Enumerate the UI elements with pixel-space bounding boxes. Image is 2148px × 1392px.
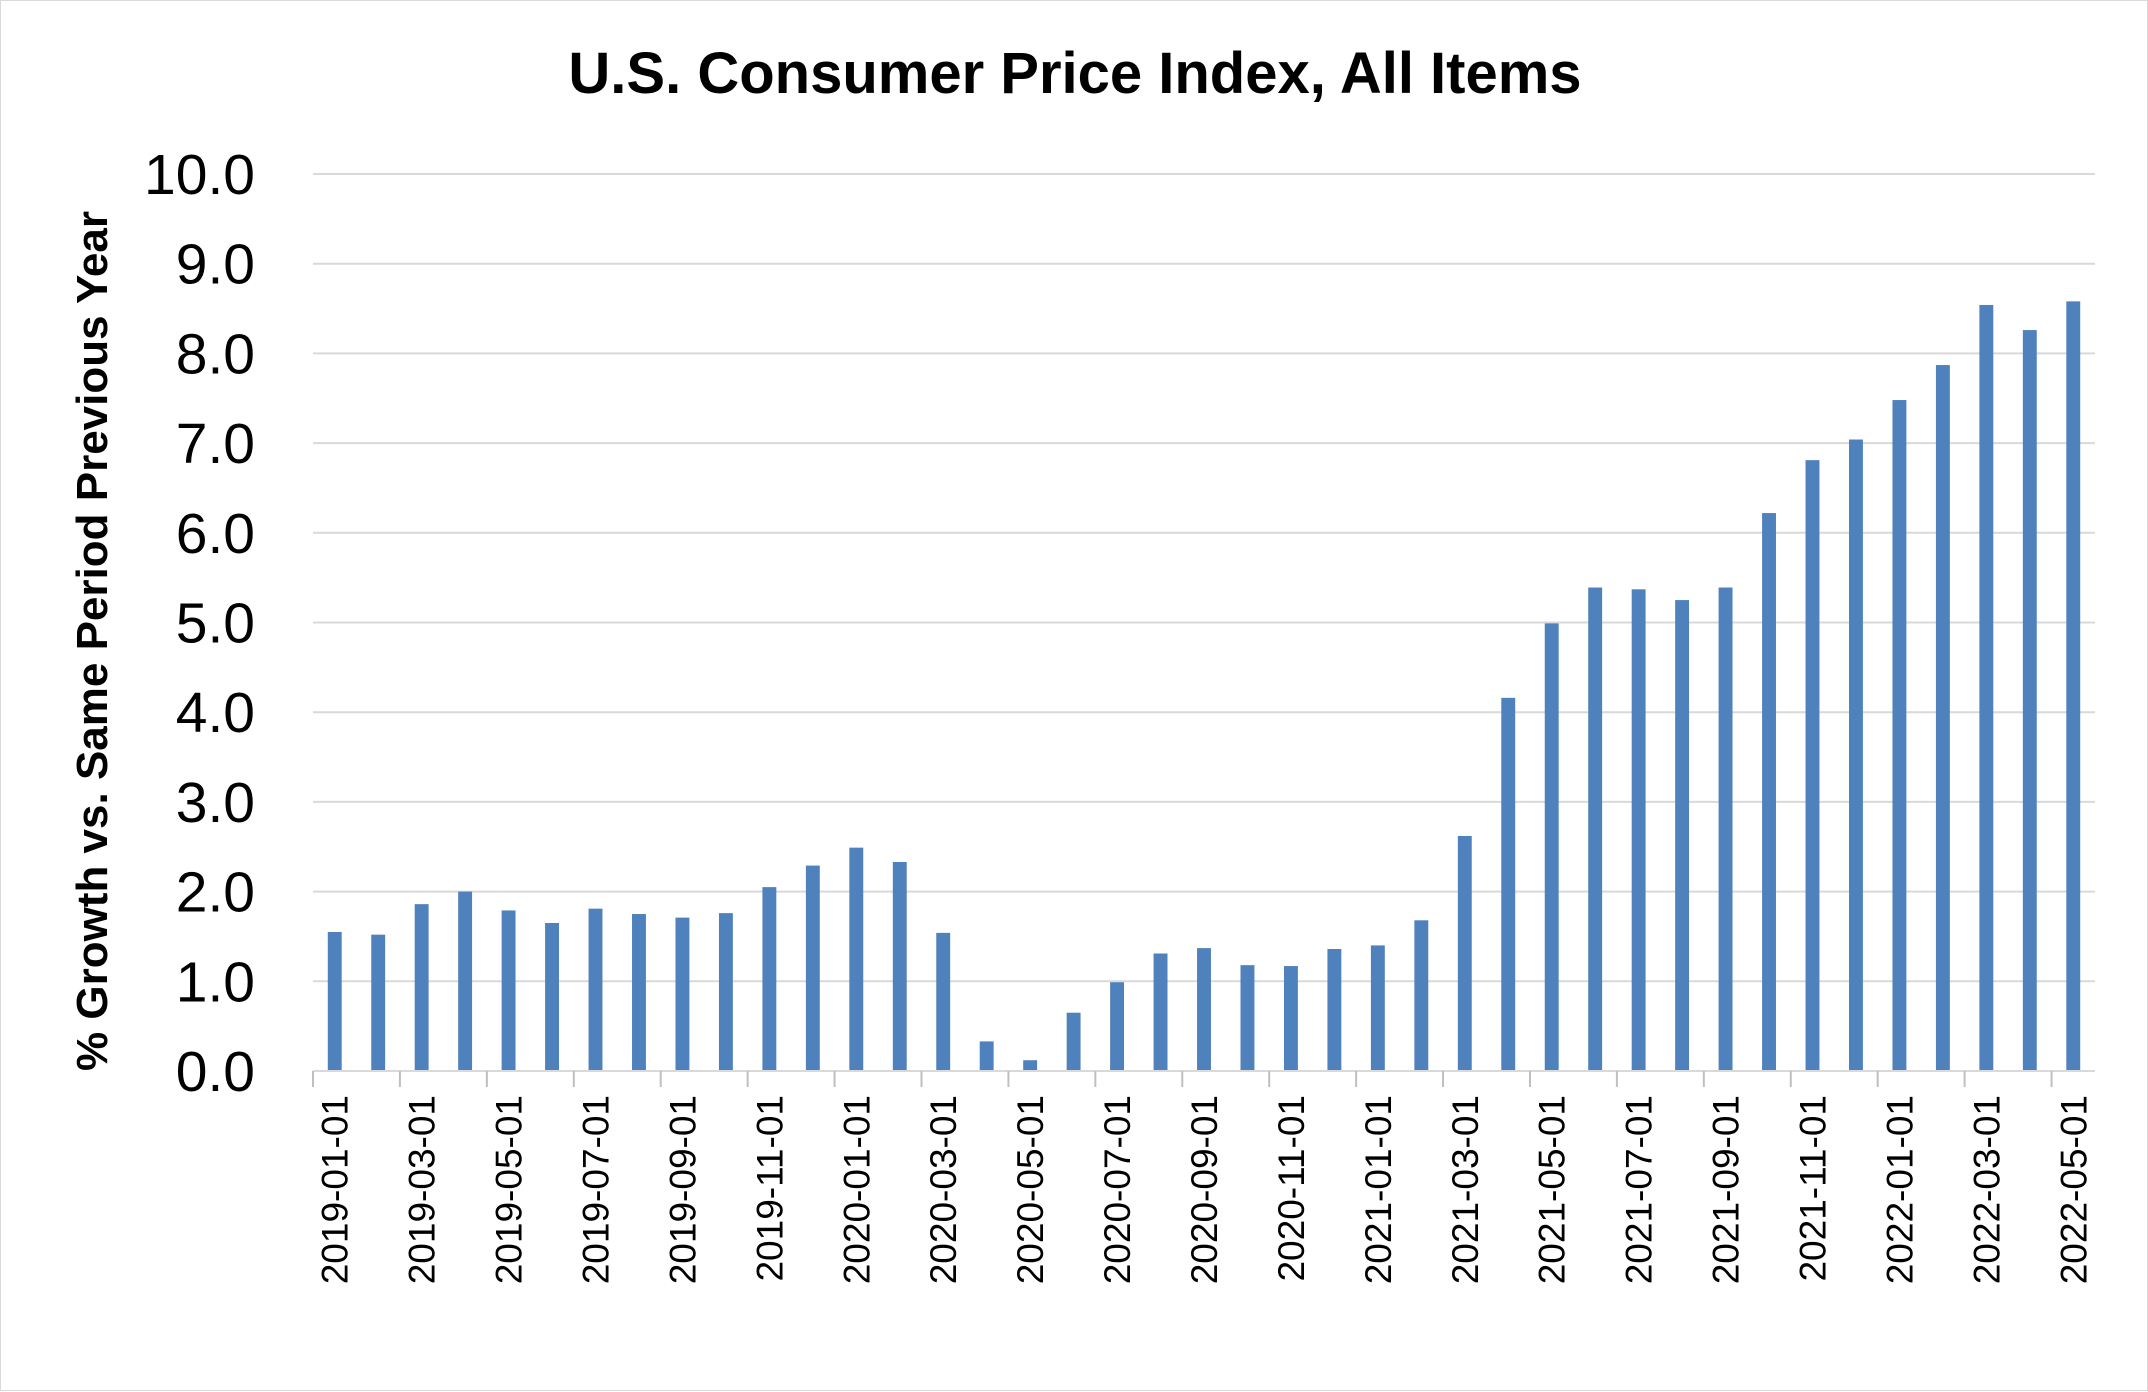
bar	[1979, 304, 1994, 1071]
bar	[371, 934, 386, 1071]
x-tick-label: 2019-03-01	[402, 1095, 443, 1284]
bar	[762, 887, 777, 1071]
x-tick-label: 2021-05-01	[1532, 1095, 1573, 1284]
x-tick-label: 2019-09-01	[662, 1095, 703, 1284]
x-tick-label: 2022-05-01	[2053, 1095, 2094, 1284]
x-axis	[312, 1070, 2095, 1087]
bar	[1762, 513, 1776, 1071]
bar	[1023, 1060, 1038, 1071]
bar	[1327, 949, 1342, 1071]
bar	[1544, 623, 1559, 1071]
bar	[1414, 920, 1429, 1071]
y-tick-label: 3.0	[176, 771, 255, 835]
y-tick-label: 10.0	[144, 143, 255, 207]
bar	[1631, 589, 1646, 1071]
x-tick-label: 2021-09-01	[1706, 1095, 1747, 1284]
bar	[327, 931, 342, 1071]
bar	[1457, 835, 1472, 1071]
bar	[1240, 965, 1255, 1071]
y-tick-label: 5.0	[176, 592, 255, 656]
bar	[2066, 301, 2081, 1071]
bar	[588, 908, 603, 1071]
bar	[892, 861, 907, 1071]
bar	[675, 917, 690, 1071]
bar	[501, 910, 516, 1071]
y-tick-label: 0.0	[176, 1040, 255, 1104]
x-tick-label: 2021-11-01	[1792, 1095, 1833, 1282]
x-tick-label: 2020-11-01	[1271, 1095, 1312, 1282]
bar	[632, 914, 646, 1071]
x-tick-label: 2019-11-01	[749, 1095, 790, 1282]
x-tick-label: 2022-03-01	[1966, 1095, 2007, 1284]
x-tick-label: 2020-07-01	[1097, 1095, 1138, 1284]
y-tick-label: 9.0	[176, 233, 255, 297]
bar	[1153, 953, 1168, 1071]
bar	[1892, 400, 1907, 1071]
gridlines	[313, 173, 2095, 983]
y-tick-label: 7.0	[176, 412, 255, 476]
bar	[414, 904, 429, 1071]
x-tick-label: 2020-09-01	[1184, 1095, 1225, 1284]
bar	[1718, 587, 1733, 1071]
bar	[718, 913, 733, 1071]
bar	[805, 865, 820, 1071]
x-tick-label: 2020-05-01	[1010, 1095, 1051, 1284]
y-tick-label: 2.0	[176, 861, 255, 925]
x-tick-label: 2020-03-01	[923, 1095, 964, 1284]
y-tick-label: 8.0	[176, 322, 255, 386]
bar	[1370, 945, 1385, 1071]
x-tick-label: 2021-07-01	[1619, 1095, 1660, 1284]
bar	[936, 932, 951, 1071]
x-tick-label: 2019-05-01	[489, 1095, 530, 1284]
bar	[1805, 460, 1820, 1071]
bar	[545, 922, 560, 1071]
bar	[979, 1041, 994, 1071]
bar	[1197, 948, 1211, 1071]
bar	[849, 847, 864, 1071]
y-tick-label: 4.0	[176, 681, 255, 745]
bar	[1066, 1012, 1081, 1071]
bar	[1588, 587, 1603, 1071]
bar	[1110, 982, 1125, 1071]
y-axis-label: % Growth vs. Same Period Previous Year	[68, 211, 117, 1071]
x-tick-label: 2019-01-01	[315, 1095, 356, 1284]
bar	[2022, 330, 2037, 1071]
bar	[1848, 439, 1863, 1072]
x-tick-label: 2020-01-01	[836, 1095, 877, 1284]
x-tick-label: 2022-01-01	[1879, 1095, 1920, 1284]
x-tick-label: 2019-07-01	[576, 1095, 617, 1284]
bars	[327, 301, 2081, 1072]
x-tick-label: 2021-01-01	[1358, 1095, 1399, 1284]
x-tick-label: 2021-03-01	[1445, 1095, 1486, 1284]
y-axis-ticks: 0.0 1.0 2.0 3.0 4.0 5.0 6.0 7.0 8.0 9.0 10.0	[144, 143, 255, 1104]
bar	[1935, 365, 1950, 1071]
bar	[458, 891, 473, 1071]
bar	[1675, 600, 1690, 1071]
y-tick-label: 6.0	[176, 502, 255, 566]
bar	[1283, 966, 1298, 1071]
x-axis-ticks: 2019-01-01 2019-03-01 2019-05-01 2019-07-01…	[315, 1095, 2095, 1284]
chart-title: U.S. Consumer Price Index, All Items	[568, 41, 1581, 106]
bar	[1501, 697, 1516, 1071]
y-tick-label: 1.0	[176, 950, 255, 1014]
